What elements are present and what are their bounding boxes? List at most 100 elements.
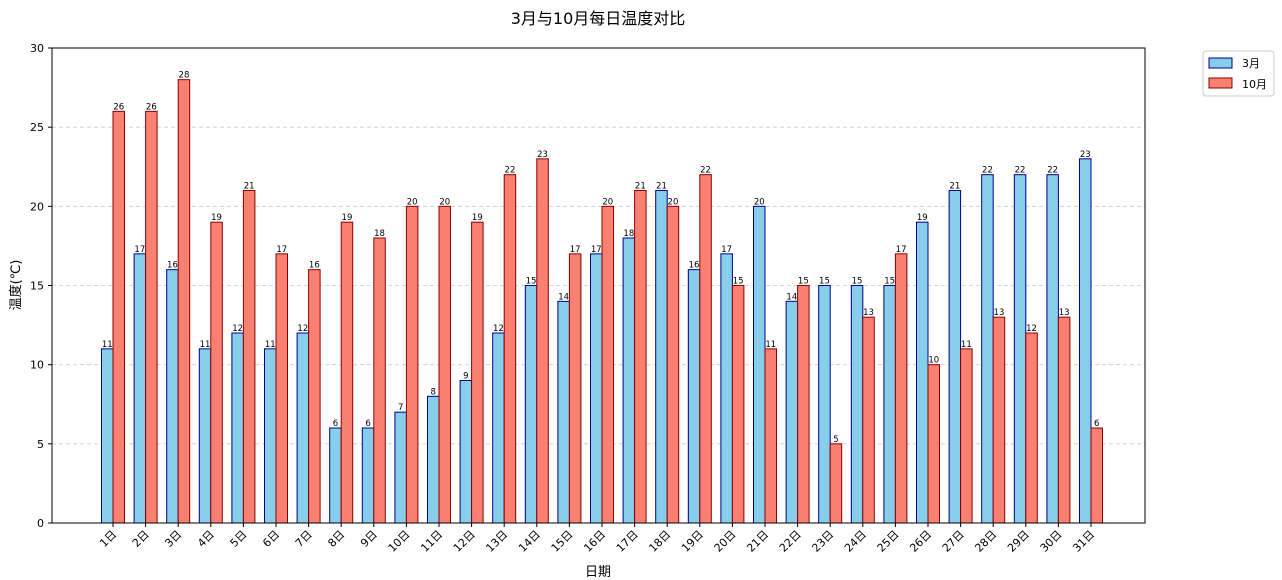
bar-value-label-march: 11: [200, 340, 211, 350]
bar-october: [275, 253, 288, 524]
x-tick-label: 3日: [162, 528, 184, 550]
bar-march: [524, 285, 538, 524]
bar-october: [992, 316, 1006, 524]
bar-october: [210, 221, 223, 524]
y-tick-label: 10: [30, 359, 44, 372]
bar-value-label-march: 17: [721, 245, 732, 255]
x-tick-label: 17日: [614, 528, 641, 555]
bar-value-label-october: 13: [1059, 308, 1070, 318]
legend-label-march: 3月: [1242, 57, 1260, 70]
bars: [101, 79, 1103, 524]
bar-value-label-october: 20: [602, 197, 613, 207]
bar-october: [405, 205, 419, 524]
bar-october: [960, 348, 973, 524]
bar-value-label-october: 21: [244, 182, 255, 192]
bar-value-label-march: 19: [917, 213, 928, 223]
bar-value-label-october: 11: [961, 340, 972, 350]
y-tick-labels: 0 5 10 15 20 25 30: [30, 42, 44, 530]
bar-october: [1090, 427, 1103, 524]
bar-value-label-march: 12: [493, 324, 504, 334]
bar-value-label-october: 5: [833, 435, 838, 445]
bar-march: [720, 253, 733, 524]
bar-value-label-march: 16: [167, 261, 178, 271]
bar-march: [687, 269, 701, 524]
bar-october: [145, 110, 158, 524]
bar-value-label-march: 12: [232, 324, 243, 334]
bar-march: [296, 332, 310, 524]
bar-value-label-october: 22: [505, 166, 516, 176]
x-tick-label: 6日: [260, 528, 282, 550]
bar-october: [568, 253, 582, 524]
x-tick-label: 29日: [1005, 528, 1032, 555]
bar-value-label-october: 12: [1026, 324, 1037, 334]
bar-value-label-october: 19: [211, 213, 222, 223]
bar-october: [177, 79, 191, 524]
bar-march: [133, 253, 147, 524]
bar-value-label-october: 20: [668, 197, 679, 207]
x-tick-label: 15日: [549, 528, 576, 555]
x-tick-label: 13日: [483, 528, 510, 555]
bar-value-label-october: 16: [309, 261, 320, 271]
x-tick-label: 28日: [972, 528, 999, 555]
bar-value-label-october: 11: [765, 340, 776, 350]
bar-march: [264, 348, 277, 524]
bar-october: [666, 205, 680, 524]
x-tick-label: 1日: [97, 528, 119, 550]
bar-value-label-october: 13: [994, 308, 1005, 318]
x-tick-label: 20日: [712, 528, 739, 555]
bar-value-label-march: 6: [333, 419, 338, 429]
bar-value-label-march: 14: [786, 292, 797, 302]
bar-value-label-march: 14: [558, 292, 569, 302]
bar-october: [797, 285, 810, 524]
bar-value-label-march: 15: [884, 277, 895, 287]
bar-value-label-october: 23: [537, 150, 548, 160]
bar-value-label-march: 15: [526, 277, 537, 287]
x-tick-label: 31日: [1070, 528, 1097, 555]
bar-value-label-march: 8: [431, 387, 436, 397]
y-tick-label: 5: [37, 438, 44, 451]
bar-value-label-march: 23: [1080, 150, 1091, 160]
bar-march: [1013, 174, 1027, 524]
bar-march: [981, 174, 994, 524]
bar-value-label-october: 19: [472, 213, 483, 223]
bar-october: [634, 190, 647, 524]
bar-october: [536, 158, 549, 524]
x-tick-label: 2日: [130, 528, 152, 550]
bar-value-label-march: 15: [852, 277, 863, 287]
x-tick-label: 23日: [809, 528, 836, 555]
bar-value-label-march: 17: [591, 245, 602, 255]
x-axis-label: 日期: [585, 565, 611, 580]
bar-october: [503, 174, 517, 524]
bar-value-label-march: 12: [297, 324, 308, 334]
bar-march: [492, 332, 505, 524]
y-tick-label: 20: [30, 200, 44, 213]
bar-march: [557, 300, 570, 524]
bar-march: [916, 221, 929, 524]
x-tick-label: 26日: [907, 528, 934, 555]
x-tick-label: 4日: [195, 528, 217, 550]
bar-value-label-march: 9: [463, 372, 468, 382]
bar-march: [850, 285, 864, 524]
bar-october: [438, 205, 451, 524]
bar-value-label-march: 21: [656, 182, 667, 192]
x-tick-label: 9日: [358, 528, 380, 550]
plot-frame: [51, 47, 1146, 524]
bar-october: [373, 237, 386, 524]
x-tick-labels: 1日 2日 3日 4日 5日 6日 7日 8日 9日 10日 11日 12日 13日 14日 15日 16日 1…: [97, 528, 1097, 555]
bar-march: [394, 411, 407, 524]
bar-value-label-october: 15: [733, 277, 744, 287]
bar-value-label-march: 15: [819, 277, 830, 287]
x-tick-label: 19日: [679, 528, 706, 555]
bar-value-label-october: 17: [570, 245, 581, 255]
x-tick-label: 25日: [875, 528, 902, 555]
bar-october: [764, 348, 777, 524]
bar-october: [601, 205, 614, 524]
x-tick-label: 12日: [451, 528, 478, 555]
bar-value-label-october: 26: [113, 102, 124, 112]
bar-october: [927, 364, 940, 524]
bar-march: [101, 348, 114, 524]
y-axis-label: 温度(℃): [8, 260, 24, 311]
bar-march: [785, 300, 799, 524]
x-tick-label: 21日: [744, 528, 771, 555]
bar-value-label-october: 10: [928, 356, 939, 366]
